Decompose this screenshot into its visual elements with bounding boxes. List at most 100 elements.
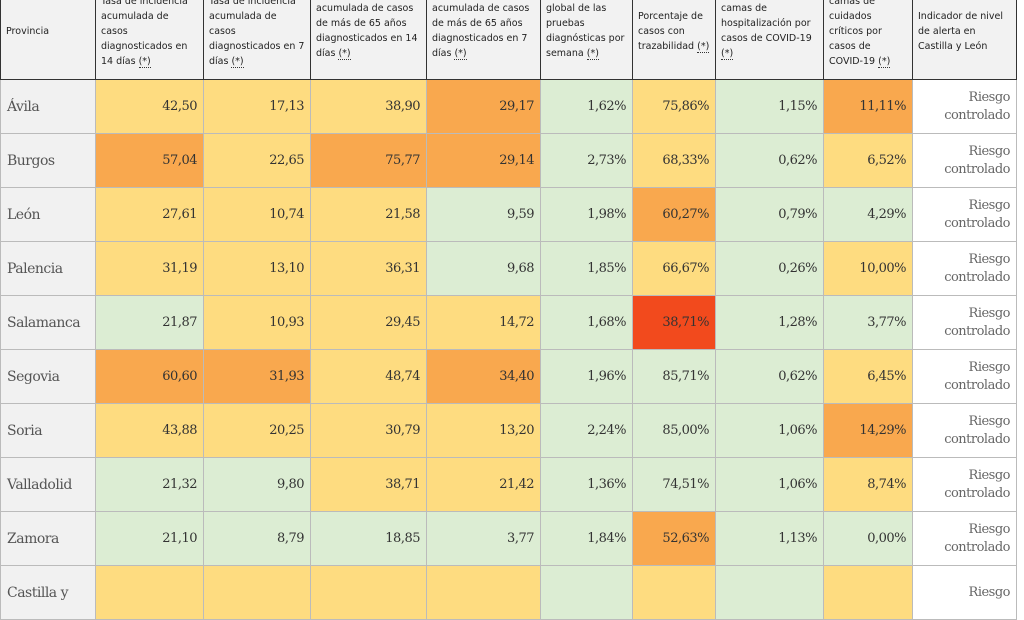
indicator-cell: 85,71% <box>632 349 716 404</box>
header-row: Provincia Tasa de incidencia acumulada de… <box>0 0 1017 80</box>
alert-level-text: controlado <box>944 269 1010 285</box>
alert-level-text: Riesgo <box>968 305 1011 321</box>
alert-level-cell: Riesgo controlado <box>912 79 1017 134</box>
indicator-cell <box>426 565 541 620</box>
table-row: Ávila 42,50 17,13 38,90 29,17 1,62% 75,86% 1,15… <box>0 79 1017 134</box>
alert-level-text: controlado <box>944 215 1010 231</box>
indicator-cell: 3,77% <box>823 295 913 350</box>
indicator-cell: 21,58 <box>310 187 427 242</box>
indicator-cell: 38,71 <box>310 457 427 512</box>
indicator-cell: 3,77 <box>426 511 541 566</box>
alert-level-cell: Riesgo controlado <box>912 511 1017 566</box>
table-row: Zamora 21,10 8,79 18,85 3,77 1,84% 52,63% 1,13%… <box>0 511 1017 566</box>
table-row: Segovia 60,60 31,93 48,74 34,40 1,96% 85,71% 0,… <box>0 349 1017 404</box>
alert-level-text: Riesgo <box>968 89 1011 105</box>
alert-level-text: controlado <box>944 539 1010 555</box>
indicator-cell: 1,96% <box>540 349 633 404</box>
indicator-cell: 0,62% <box>715 349 824 404</box>
indicator-cell: 6,52% <box>823 133 913 188</box>
footnote-marker[interactable]: (*) <box>231 55 244 68</box>
indicator-cell: 57,04 <box>95 133 204 188</box>
province-cell: Zamora <box>0 511 96 566</box>
indicator-cell: 74,51% <box>632 457 716 512</box>
alert-level-cell: Riesgo controlado <box>912 133 1017 188</box>
indicator-cell: 6,45% <box>823 349 913 404</box>
footnote-marker[interactable]: (*) <box>721 48 734 60</box>
indicator-cell: 0,62% <box>715 133 824 188</box>
alert-level-text: Riesgo <box>968 197 1011 213</box>
column-header: Tasa de incidencia acumulada de casos di… <box>203 0 311 80</box>
header-text: camas de cuidados críticos por casos de … <box>829 0 882 67</box>
indicator-cell: 42,50 <box>95 79 204 134</box>
indicator-cell: 29,17 <box>426 79 541 134</box>
header-text: Tasa de incidencia acumulada de casos di… <box>101 0 188 67</box>
indicator-cell: 10,00% <box>823 241 913 296</box>
indicator-cell: 14,29% <box>823 403 913 458</box>
alert-level-text: controlado <box>944 485 1010 501</box>
table-row: Valladolid 21,32 9,80 38,71 21,42 1,36% 74,51%… <box>0 457 1017 512</box>
indicator-cell: 13,20 <box>426 403 541 458</box>
indicator-cell: 8,79 <box>203 511 311 566</box>
indicator-cell: 27,61 <box>95 187 204 242</box>
indicator-cell: 1,06% <box>715 457 824 512</box>
province-cell: Segovia <box>0 349 96 404</box>
indicator-cell: 0,26% <box>715 241 824 296</box>
column-header: Provincia <box>0 0 96 80</box>
province-cell: León <box>0 187 96 242</box>
column-header: Porcentaje de casos con trazabilidad (*) <box>632 0 716 80</box>
indicator-cell: 1,36% <box>540 457 633 512</box>
indicator-cell: 1,98% <box>540 187 633 242</box>
indicator-cell <box>540 565 633 620</box>
footnote-marker[interactable]: (*) <box>454 48 467 60</box>
header-text: Indicador de nivel de alerta en Castilla… <box>918 10 1003 52</box>
indicator-cell: 8,74% <box>823 457 913 512</box>
province-cell: Burgos <box>0 133 96 188</box>
indicator-cell: 1,62% <box>540 79 633 134</box>
alert-level-cell: Riesgo controlado <box>912 187 1017 242</box>
indicator-cell: 38,90 <box>310 79 427 134</box>
indicator-cell: 43,88 <box>95 403 204 458</box>
indicator-cell: 29,45 <box>310 295 427 350</box>
table-row: Palencia 31,19 13,10 36,31 9,68 1,85% 66,67% 0,… <box>0 241 1017 296</box>
indicator-cell: 18,85 <box>310 511 427 566</box>
indicator-cell: 60,27% <box>632 187 716 242</box>
footnote-marker[interactable]: (*) <box>586 48 599 60</box>
indicator-cell: 38,71% <box>632 295 716 350</box>
header-text: global de las pruebas diagnósticas por s… <box>546 3 625 59</box>
province-cell: Soria <box>0 403 96 458</box>
table-row: León 27,61 10,74 21,58 9,59 1,98% 60,27% 0,79% 4… <box>0 187 1017 242</box>
indicator-cell: 1,15% <box>715 79 824 134</box>
indicator-cell: 29,14 <box>426 133 541 188</box>
footnote-marker[interactable]: (*) <box>338 48 351 60</box>
indicator-cell: 9,80 <box>203 457 311 512</box>
alert-level-text: Riesgo <box>968 143 1011 159</box>
alert-level-cell: Riesgo controlado <box>912 241 1017 296</box>
column-header: camas de hospitalización por casos de CO… <box>715 0 824 80</box>
alert-level-cell: Riesgo controlado <box>912 457 1017 512</box>
indicator-cell: 10,93 <box>203 295 311 350</box>
alert-level-text: controlado <box>944 161 1010 177</box>
indicator-cell: 1,84% <box>540 511 633 566</box>
indicator-cell: 17,13 <box>203 79 311 134</box>
indicator-cell: 48,74 <box>310 349 427 404</box>
footnote-marker[interactable]: (*) <box>697 40 710 53</box>
indicator-cell: 21,10 <box>95 511 204 566</box>
indicator-cell: 52,63% <box>632 511 716 566</box>
indicator-cell: 21,42 <box>426 457 541 512</box>
alert-level-text: controlado <box>944 107 1010 123</box>
indicator-cell <box>95 565 204 620</box>
header-text: Tasa de incidencia acumulada de casos di… <box>209 0 305 67</box>
footnote-marker[interactable]: (*) <box>138 55 151 68</box>
indicator-cell: 2,73% <box>540 133 633 188</box>
indicator-cell <box>632 565 716 620</box>
indicator-cell: 1,85% <box>540 241 633 296</box>
footnote-marker[interactable]: (*) <box>878 55 891 68</box>
province-cell: Palencia <box>0 241 96 296</box>
indicator-cell: 1,06% <box>715 403 824 458</box>
indicator-cell: 21,87 <box>95 295 204 350</box>
province-cell: Salamanca <box>0 295 96 350</box>
alert-level-text: Riesgo <box>968 251 1011 267</box>
column-header: acumulada de casos de más de 65 años dia… <box>426 0 541 80</box>
